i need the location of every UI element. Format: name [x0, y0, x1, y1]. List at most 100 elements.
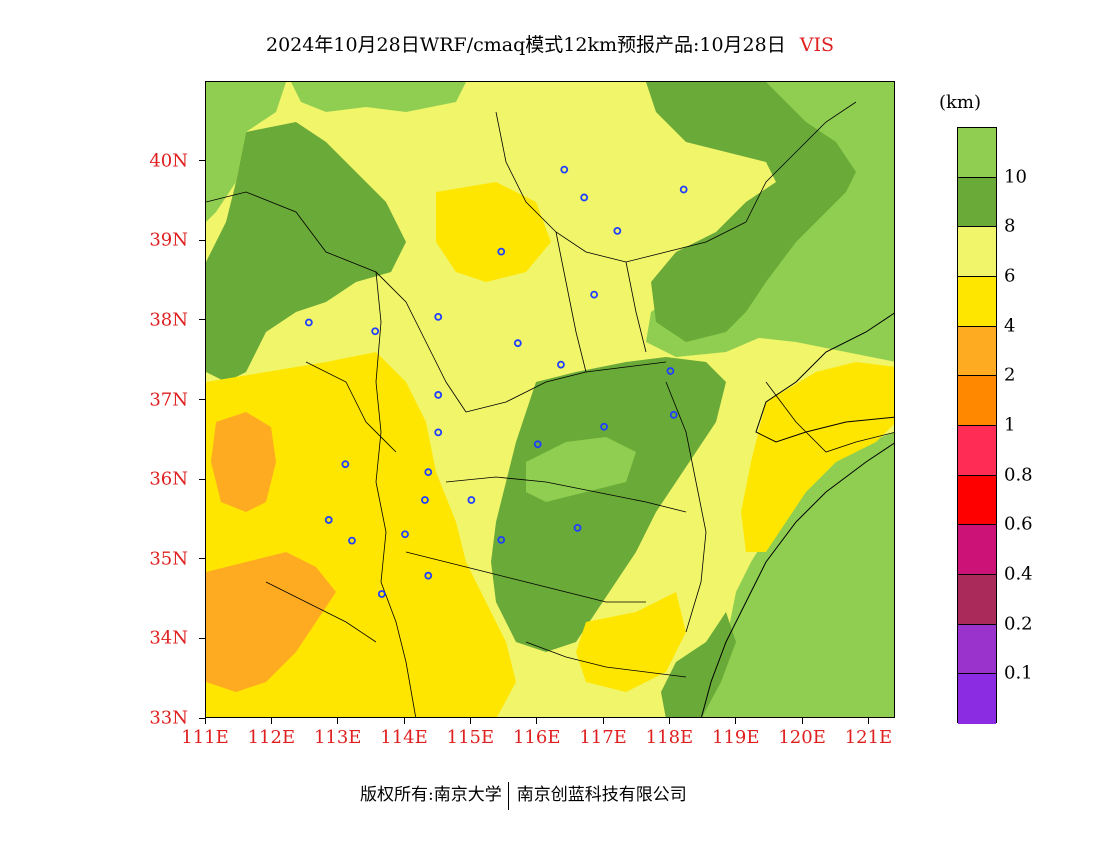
colorbar-label: 0.6: [1004, 513, 1033, 535]
lat-label: 33N: [149, 707, 188, 729]
station-marker: [434, 428, 443, 437]
station-marker: [434, 312, 443, 321]
lon-label: 116E: [512, 727, 561, 748]
lon-label: 111E: [181, 727, 229, 748]
lat-label: 37N: [149, 389, 188, 410]
lon-tick: [602, 718, 604, 724]
colorbar-segment: [958, 326, 996, 377]
colorbar-label: 10: [1004, 166, 1027, 188]
station-marker: [371, 327, 380, 336]
station-marker: [560, 165, 569, 174]
nw-light-green: [206, 82, 286, 222]
station-marker: [424, 571, 433, 580]
station-marker: [573, 523, 582, 532]
station-marker: [557, 360, 565, 369]
central-green-region: [491, 357, 726, 652]
lon-tick: [204, 718, 206, 724]
station-marker: [467, 496, 476, 504]
colorbar-segment: [958, 674, 996, 724]
lon-tick: [270, 718, 272, 724]
colorbar-unit: (km): [939, 92, 982, 113]
colorbar-label: 0.4: [1004, 563, 1033, 585]
colorbar-label: 0.2: [1004, 613, 1033, 635]
station-marker: [401, 530, 409, 539]
lat-label: 40N: [149, 150, 188, 172]
lat-label: 34N: [149, 627, 188, 649]
colorbar-segment: [958, 575, 996, 625]
footer-separator: [507, 781, 509, 810]
station-marker: [434, 391, 443, 399]
footer-right: 南京创蓝科技有限公司: [516, 785, 687, 805]
map-panel: [205, 81, 895, 718]
colorbar-segment: [958, 624, 996, 675]
lat-tick: [199, 558, 205, 560]
station-marker: [613, 226, 622, 235]
central-light-green: [526, 437, 636, 502]
copyright-footer: 版权所有:南京大学 南京创蓝科技有限公司: [360, 780, 687, 810]
station-marker: [324, 516, 333, 524]
lon-tick: [403, 718, 405, 724]
lat-label: 36N: [149, 468, 188, 490]
east-yellow-zone: [741, 362, 894, 552]
station-marker: [533, 440, 542, 449]
station-marker: [497, 535, 506, 544]
lat-label: 38N: [149, 309, 188, 331]
lon-tick: [469, 718, 471, 724]
colorbar-segment: [958, 426, 996, 476]
station-marker: [341, 460, 350, 469]
boundary-lines: [206, 101, 894, 717]
colorbar-label: 1: [1004, 414, 1016, 436]
lon-tick: [337, 718, 339, 724]
lat-tick: [199, 160, 205, 162]
station-marker: [497, 247, 506, 256]
station-marker: [377, 590, 386, 598]
lon-tick: [668, 718, 670, 724]
lon-label: 119E: [712, 727, 760, 748]
colorbar-label: 0.8: [1004, 464, 1033, 486]
colorbar-segment: [958, 227, 996, 277]
ne-green: [646, 82, 894, 342]
lat-label: 39N: [149, 229, 188, 251]
title-main: 2024年10月28日WRF/cmaq模式12km预报产品:10月28日: [266, 34, 786, 56]
colorbar: [957, 127, 997, 724]
colorbar-segment: [958, 376, 996, 426]
station-marker: [348, 536, 356, 545]
coastline: [701, 312, 894, 717]
colorbar-segment: [958, 128, 996, 178]
lat-tick: [199, 637, 205, 639]
colorbar-segment: [958, 277, 996, 327]
station-marker: [679, 185, 688, 194]
station-marker: [513, 339, 522, 348]
lon-label: 120E: [778, 727, 826, 748]
map-title: 2024年10月28日WRF/cmaq模式12km预报产品:10月28日 VIS: [0, 30, 1100, 57]
nw-green-region: [206, 122, 406, 382]
station-marker: [600, 422, 608, 431]
lon-label: 115E: [446, 727, 495, 748]
lon-tick: [735, 718, 737, 724]
lon-label: 113E: [313, 727, 362, 748]
yellow-sea: [706, 444, 894, 717]
south-yellow-zone: [576, 592, 686, 692]
colorbar-segment: [958, 475, 996, 526]
colorbar-label: 4: [1004, 315, 1016, 337]
ne-light-green: [736, 82, 894, 362]
colorbar-label: 2: [1004, 364, 1016, 386]
colorbar-label: 0.1: [1004, 662, 1033, 684]
lon-label: 114E: [380, 727, 428, 748]
lat-tick: [199, 319, 205, 321]
station-marker: [304, 318, 313, 327]
lat-tick: [199, 239, 205, 241]
title-variable: VIS: [799, 34, 834, 56]
sw-orange-zone: [206, 552, 336, 692]
central-yellow-zone: [436, 182, 551, 282]
coast-dark-green: [661, 612, 736, 717]
footer-left: 版权所有:南京大学: [360, 785, 502, 805]
station-marker: [424, 468, 433, 477]
station-marker: [580, 193, 589, 202]
lon-label: 118E: [645, 727, 694, 748]
n-light-green: [291, 82, 466, 112]
station-markers: [304, 165, 688, 598]
lat-tick: [199, 717, 205, 719]
lat-tick: [199, 478, 205, 480]
station-marker: [669, 410, 678, 419]
